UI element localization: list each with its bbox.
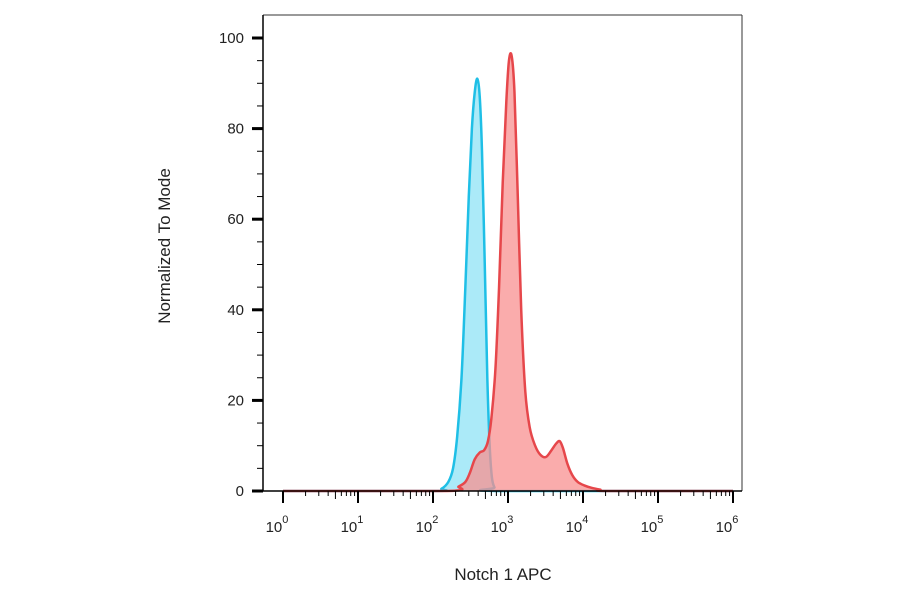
- y-tick-label: 100: [219, 30, 244, 47]
- x-tick-label: 102: [416, 514, 439, 536]
- y-axis-ticks: 0 20 40 60 80 100: [219, 30, 263, 500]
- series-2-line: [282, 51, 733, 493]
- x-tick-label: 100: [266, 514, 289, 536]
- y-tick-label: 0: [236, 483, 244, 500]
- y-tick-label: 20: [227, 392, 244, 409]
- x-tick-label: 104: [566, 514, 589, 536]
- x-tick-label: 103: [491, 514, 514, 536]
- x-axis-ticks: 100 101 102 103 104 105 106: [266, 491, 739, 536]
- y-tick-label: 60: [227, 211, 244, 228]
- series-2-area: [283, 53, 733, 491]
- series-layer: [282, 51, 733, 493]
- y-tick-label: 40: [227, 302, 244, 319]
- x-axis-label: Notch 1 APC: [454, 565, 551, 584]
- x-tick-label: 106: [716, 514, 739, 536]
- x-tick-label: 101: [341, 514, 364, 536]
- y-axis-label: Normalized To Mode: [155, 168, 174, 324]
- y-tick-label: 80: [227, 121, 244, 138]
- x-tick-label: 105: [641, 514, 664, 536]
